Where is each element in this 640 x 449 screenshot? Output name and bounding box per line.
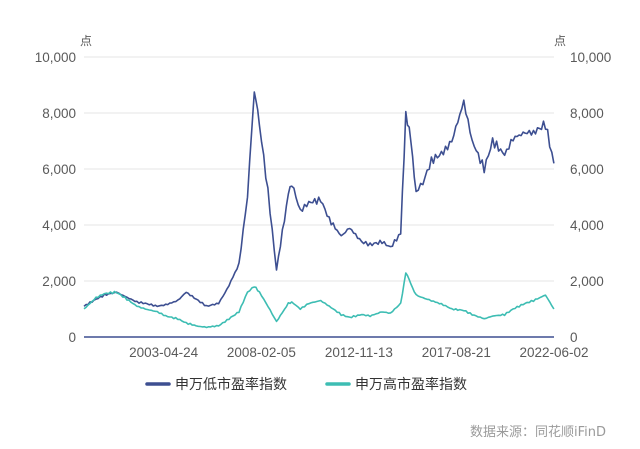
y-tick-label-left: 0 bbox=[68, 330, 76, 345]
y-tick-label-right: 2,000 bbox=[570, 274, 604, 289]
x-tick-label: 2017-08-21 bbox=[422, 345, 491, 360]
y-axis-right: 0 2,000 4,000 6,000 8,000 10,000 bbox=[570, 50, 611, 345]
y-axis-left: 0 2,000 4,000 6,000 8,000 10,000 bbox=[35, 50, 76, 345]
x-tick-label: 2022-06-02 bbox=[519, 345, 588, 360]
x-tick-label: 2003-04-24 bbox=[129, 345, 199, 360]
y-tick-label-left: 8,000 bbox=[42, 106, 76, 121]
legend: 申万低市盈率指数 申万高市盈率指数 bbox=[145, 376, 467, 393]
series-line bbox=[83, 272, 555, 329]
y-tick-label-left: 4,000 bbox=[42, 218, 76, 233]
series-lines bbox=[83, 91, 555, 329]
y-tick-label-right: 8,000 bbox=[570, 106, 604, 121]
y-tick-label-right: 0 bbox=[570, 330, 578, 345]
y-tick-label-right: 4,000 bbox=[570, 218, 604, 233]
y-tick-label-left: 10,000 bbox=[35, 50, 76, 65]
y-axis-unit-right: 点 bbox=[554, 34, 566, 48]
y-tick-label-right: 6,000 bbox=[570, 162, 604, 177]
y-tick-label-right: 10,000 bbox=[570, 50, 611, 65]
legend-label: 申万高市盈率指数 bbox=[355, 376, 467, 393]
y-tick-label-left: 6,000 bbox=[42, 162, 76, 177]
source-note: 数据来源：同花顺iFinD bbox=[470, 424, 606, 440]
x-tick-label: 2008-02-05 bbox=[227, 345, 296, 360]
y-tick-label-left: 2,000 bbox=[42, 274, 76, 289]
series-line bbox=[83, 91, 555, 308]
x-axis: 2003-04-24 2008-02-05 2012-11-13 2017-08-21… bbox=[129, 345, 588, 360]
x-tick-label: 2012-11-13 bbox=[325, 345, 393, 360]
legend-label: 申万低市盈率指数 bbox=[175, 376, 287, 393]
gridlines bbox=[84, 56, 554, 282]
y-axis-unit-left: 点 bbox=[80, 34, 92, 48]
